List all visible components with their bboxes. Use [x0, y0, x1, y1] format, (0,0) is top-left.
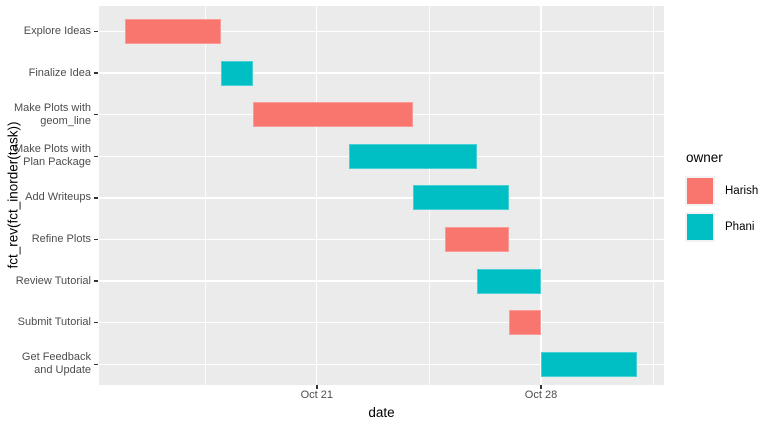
- y-gridline: [99, 280, 664, 282]
- gantt-bar: [476, 268, 541, 294]
- x-tick-mark: [540, 385, 542, 389]
- y-gridline: [99, 322, 664, 324]
- task-label: Make Plots with geom_line: [13, 101, 91, 127]
- legend-key: [685, 176, 715, 206]
- y-tick-mark: [94, 30, 98, 33]
- x-gridline-minor: [204, 6, 206, 385]
- legend: owner Harish Phani: [685, 150, 758, 248]
- x-axis-title: date: [368, 405, 395, 420]
- task-label: Review Tutorial: [15, 274, 91, 287]
- x-gridline-minor: [653, 6, 654, 385]
- gantt-bar: [220, 60, 253, 86]
- y-tick-mark: [94, 280, 98, 282]
- x-gridline-major: [540, 6, 542, 385]
- legend-entry-phani: Phani: [685, 212, 758, 242]
- gantt-bar: [124, 19, 221, 44]
- y-tick-mark: [94, 72, 98, 74]
- legend-key: [685, 212, 715, 242]
- plot-panel: [99, 6, 664, 385]
- task-label: Get Feedback and Update: [21, 351, 91, 377]
- x-tick-label: Oct 21: [300, 389, 333, 401]
- phani-color-swatch: [687, 214, 713, 240]
- x-gridline-major: [316, 6, 318, 385]
- y-tick-mark: [94, 238, 98, 241]
- y-tick-mark: [94, 363, 98, 366]
- harish-color-swatch: [687, 178, 713, 204]
- y-tick-mark: [94, 113, 98, 116]
- legend-label: Harish: [725, 185, 759, 197]
- legend-entry-harish: Harish: [685, 176, 758, 206]
- gantt-bar: [444, 227, 509, 252]
- task-label: Add Writeups: [25, 191, 91, 204]
- gantt-bar: [541, 351, 638, 377]
- x-tick-mark: [316, 385, 318, 389]
- gantt-bar: [348, 143, 477, 169]
- legend-label: Phani: [725, 221, 755, 233]
- task-label: Finalize Idea: [28, 66, 91, 79]
- y-axis-title: fct_rev(fct_inorder(task)): [5, 121, 21, 269]
- y-gridline: [99, 197, 664, 199]
- gantt-bar: [252, 102, 413, 128]
- task-label: Make Plots with Plan Package: [13, 143, 91, 169]
- task-label: Refine Plots: [31, 233, 91, 245]
- y-gridline: [99, 30, 664, 33]
- y-gridline: [99, 238, 664, 241]
- gantt-bar: [508, 310, 541, 336]
- x-tick-label: Oct 28: [524, 389, 558, 401]
- gantt-bar: [412, 185, 509, 211]
- y-tick-mark: [94, 155, 98, 158]
- task-label: Submit Tutorial: [17, 316, 91, 329]
- y-tick-mark: [94, 197, 98, 199]
- y-gridline: [99, 363, 664, 365]
- y-gridline: [99, 72, 664, 74]
- y-tick-mark: [94, 321, 98, 324]
- legend-title: owner: [686, 150, 723, 165]
- task-label: Explore Ideas: [23, 25, 91, 37]
